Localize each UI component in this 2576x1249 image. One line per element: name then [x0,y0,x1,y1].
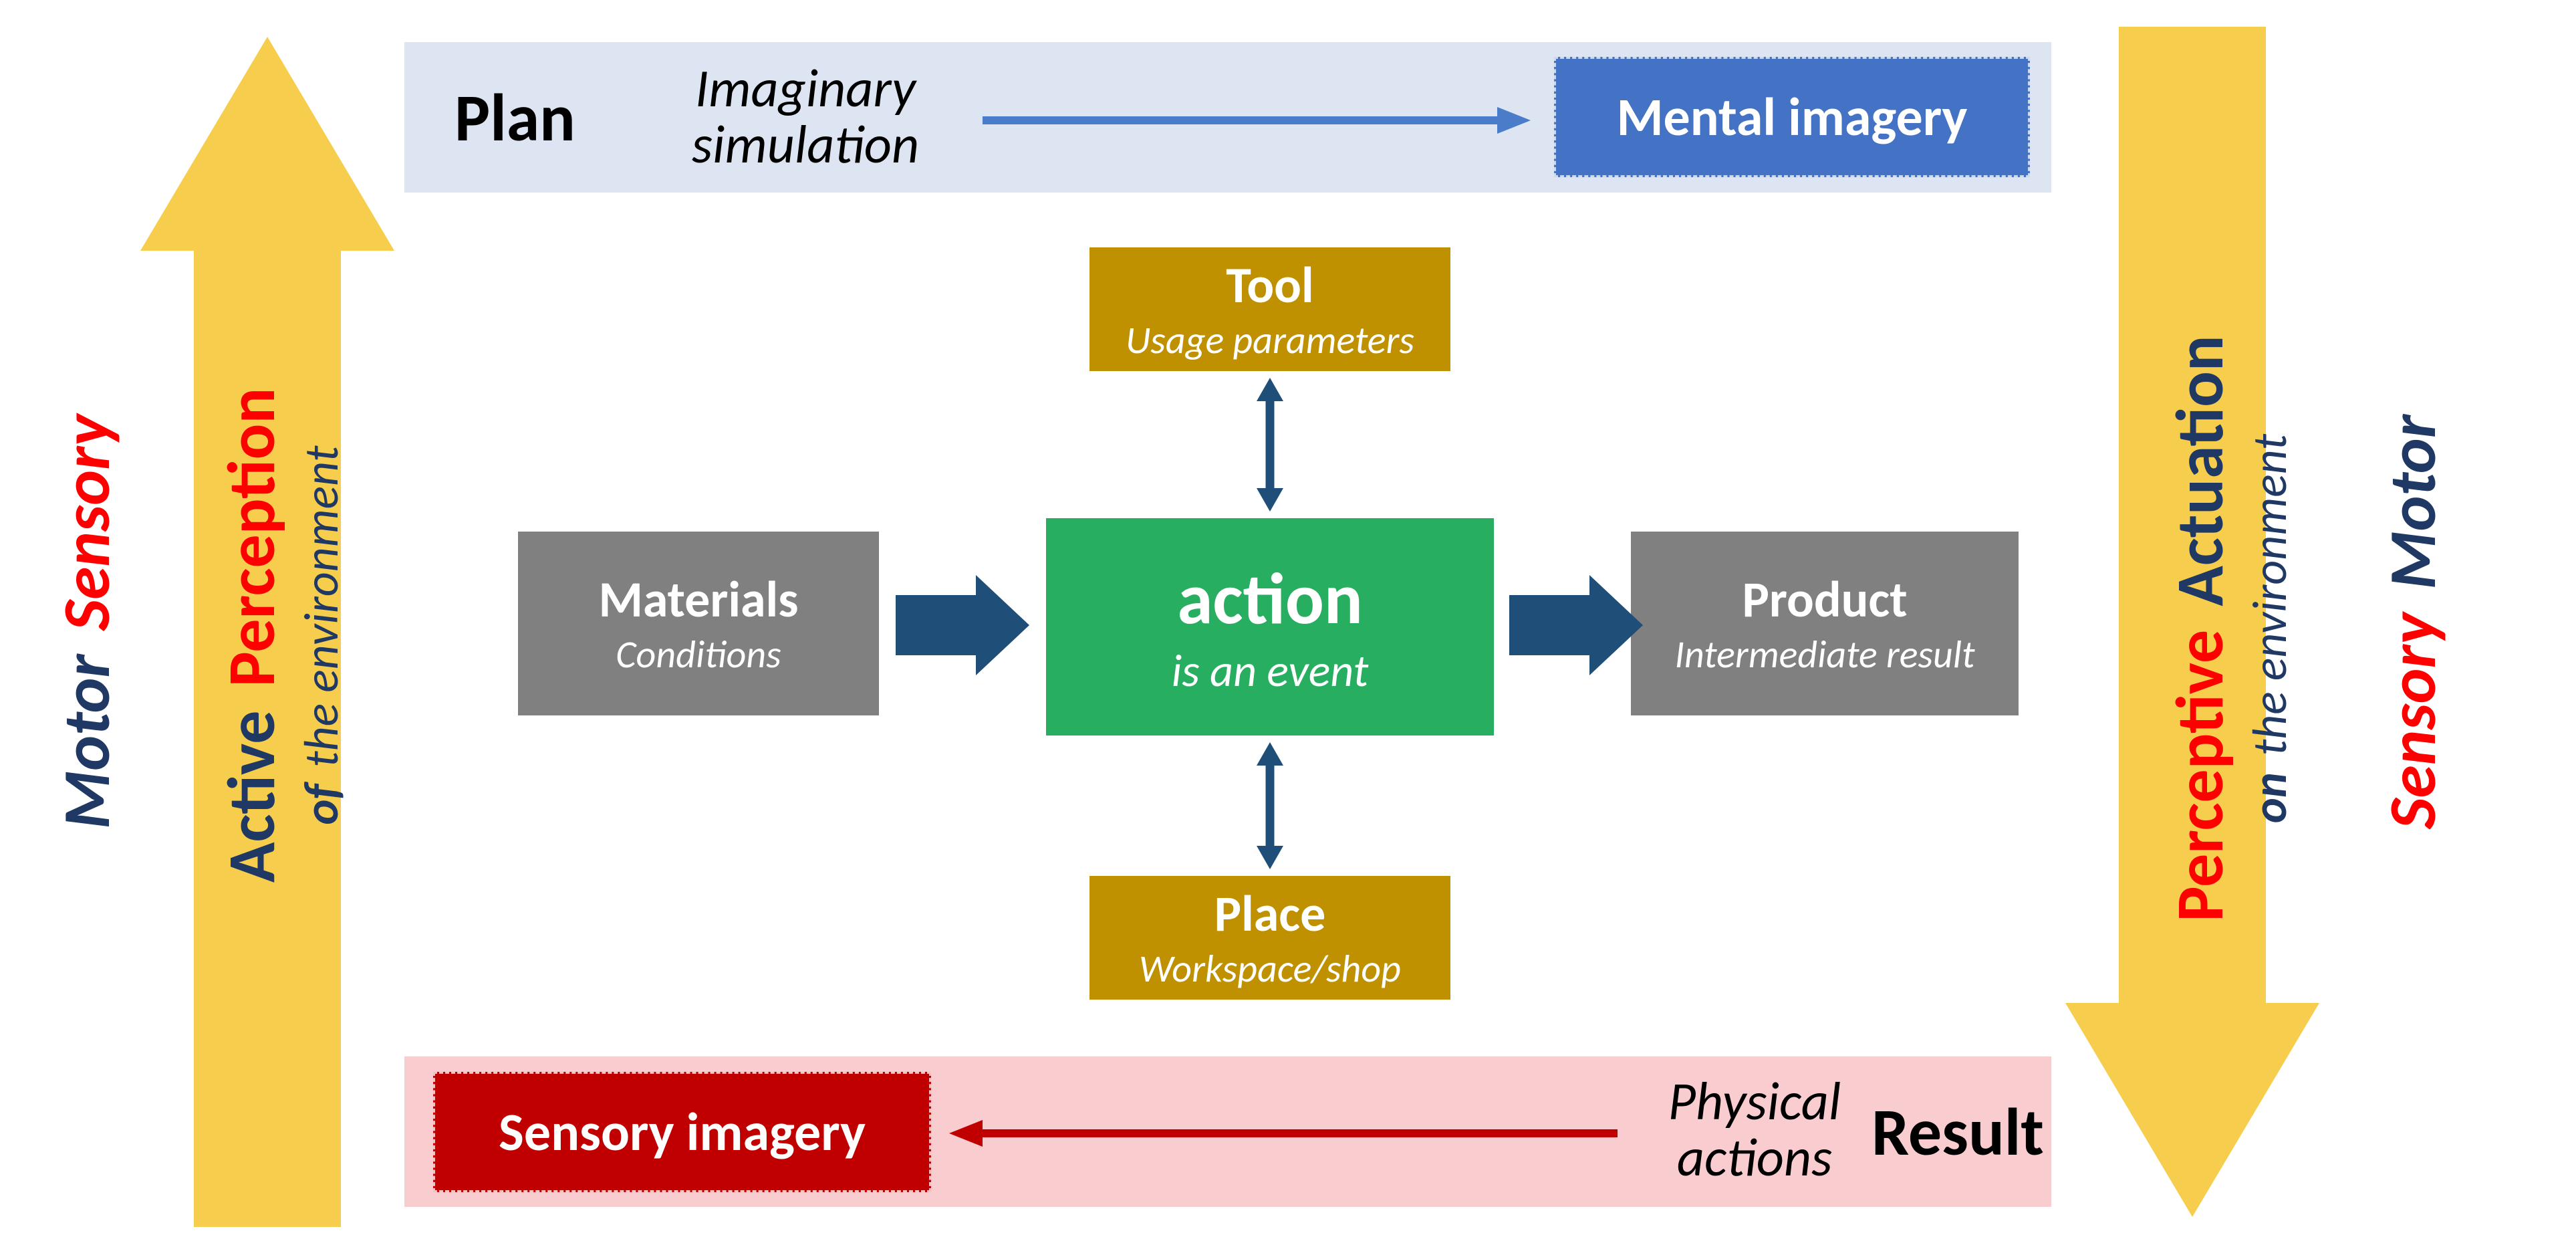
left-outer-label: Motor Sensory [47,254,127,990]
arrow-action-place [1257,742,1283,869]
right-inner-label: Perceptive Actuation on the environment [2152,94,2299,1163]
right-outer-motor: Motor [2371,415,2453,590]
plan-sub2: simulation [692,117,919,173]
left-inner-perception: Perception [211,388,292,687]
plan-arrow [983,104,1531,137]
right-outer-sensory: Sensory [2371,613,2453,829]
right-inner-env: the environment [2240,434,2299,756]
product-box: Product Intermediate result [1631,532,2019,715]
materials-title: Materials [598,569,798,631]
result-arrow [949,1117,1618,1150]
action-title: action [1177,555,1363,643]
left-inner-label: Active Perception of the environment [204,167,351,1103]
left-outer-motor: Motor [45,654,127,829]
tool-sub: Usage parameters [1126,316,1414,364]
place-sub: Workspace/shop [1139,945,1401,992]
left-inner-env: the environment [292,446,351,768]
right-inner-on: on [2240,772,2299,823]
action-box: action is an event [1046,518,1494,735]
action-sub: is an event [1172,643,1369,699]
plan-label-text: Plan [455,77,575,158]
place-box: Place Workspace/shop [1089,876,1450,1000]
tool-title: Tool [1226,255,1313,316]
mental-imagery-label: Mental imagery [1617,85,1968,150]
place-title: Place [1214,883,1326,945]
materials-sub: Conditions [616,631,781,678]
left-inner-active: Active [211,710,292,883]
materials-box: Materials Conditions [518,532,879,715]
sensory-imagery-label: Sensory imagery [499,1100,866,1165]
arrow-action-product [1509,575,1643,675]
result-label-text: Result [1872,1091,2044,1173]
sensory-imagery-box: Sensory imagery [433,1072,931,1192]
left-outer-sensory: Sensory [45,415,127,631]
right-outer-label: Sensory Motor [2373,254,2453,990]
mental-imagery-box: Mental imagery [1554,57,2030,177]
plan-sub1: Imaginary [695,61,916,117]
product-sub: Intermediate result [1674,631,1974,678]
plan-sub: Imaginary simulation [645,50,966,184]
right-inner-perceptive: Perceptive [2159,630,2240,922]
result-sub: Physical actions [1631,1063,1878,1197]
result-label: Result [1872,1073,2092,1190]
product-title: Product [1742,569,1907,631]
tool-box: Tool Usage parameters [1089,247,1450,371]
arrow-tool-action [1257,378,1283,512]
plan-label: Plan [455,59,628,176]
result-sub2: actions [1677,1130,1832,1186]
arrow-materials-action [896,575,1029,675]
result-sub1: Physical [1668,1074,1841,1130]
right-inner-actuation: Actuation [2159,336,2240,606]
left-inner-of: of [292,784,351,825]
